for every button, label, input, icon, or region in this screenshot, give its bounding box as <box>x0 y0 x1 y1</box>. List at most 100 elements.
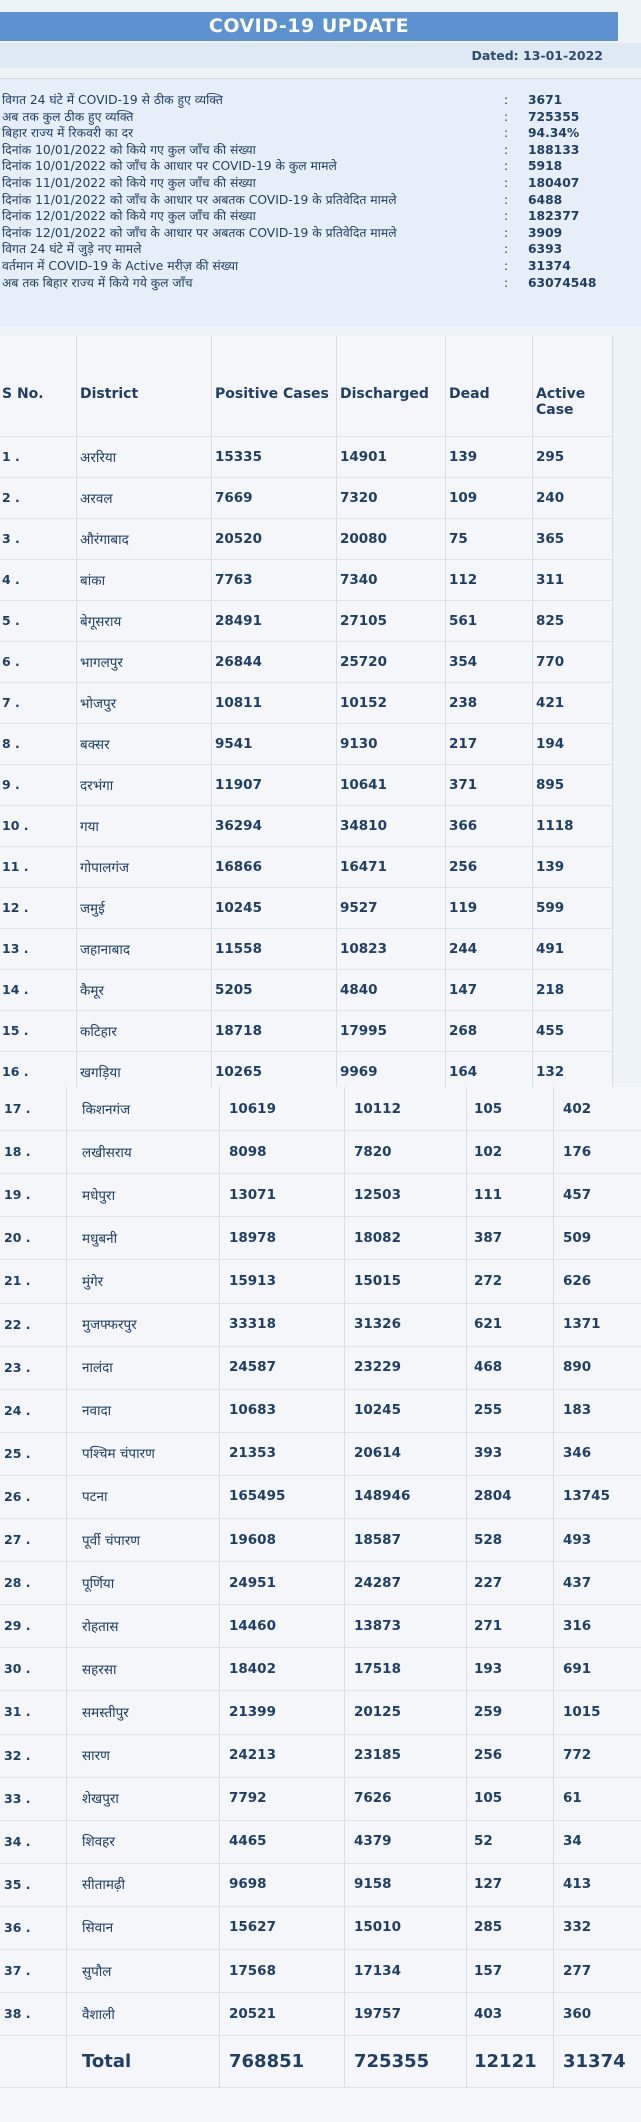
cell-sno: 26 . <box>4 1488 31 1504</box>
cell-district: बांका <box>80 572 106 589</box>
table-row: 13 . जहानाबाद 11558 10823 244 491 <box>0 928 612 969</box>
cell-discharged: 34810 <box>340 817 387 834</box>
cell-dead: 268 <box>449 1022 478 1039</box>
cell-district: सुपौल <box>82 1963 112 1980</box>
cell-active: 1015 <box>563 1703 601 1720</box>
summary-label: दिनांक 12/01/2022 को जाँच के आधार पर अबत… <box>2 225 397 240</box>
cell-discharged: 148946 <box>354 1488 411 1505</box>
cell-dead: 621 <box>474 1316 503 1333</box>
cell-district: नालंदा <box>82 1360 113 1377</box>
cell-discharged: 17995 <box>340 1022 387 1039</box>
cell-positive: 10265 <box>215 1063 262 1080</box>
summary-value: 725355 <box>528 109 580 124</box>
cell-sno: 34 . <box>4 1833 31 1849</box>
total-label: Total <box>82 2050 132 2072</box>
summary-row: दिनांक 11/01/2022 को किये गए कुल जाँच की… <box>2 175 622 191</box>
summary-colon: : <box>504 176 509 190</box>
cell-sno: 19 . <box>4 1187 31 1203</box>
cell-discharged: 10112 <box>354 1100 401 1117</box>
cell-district: मधुबनी <box>82 1230 118 1247</box>
cell-active: 421 <box>536 694 565 711</box>
cell-dead: 75 <box>449 530 468 547</box>
row-divider <box>0 1905 641 1907</box>
cell-dead: 244 <box>449 940 478 957</box>
table-row: 2 . अरवल 7669 7320 109 240 <box>0 477 612 518</box>
table-row: 1 . अररिया 15335 14901 139 295 <box>0 436 612 477</box>
cell-positive: 10811 <box>215 694 262 711</box>
cell-active: 890 <box>563 1359 592 1376</box>
row-divider <box>0 600 612 601</box>
cell-active: 825 <box>536 612 565 629</box>
cell-discharged: 25720 <box>340 653 387 670</box>
cell-sno: 12 . <box>2 900 29 915</box>
cell-active: 402 <box>563 1100 592 1117</box>
cell-active: 493 <box>563 1531 592 1548</box>
cell-district: बक्सर <box>80 736 110 753</box>
cell-active: 316 <box>563 1617 592 1634</box>
cell-discharged: 9158 <box>354 1876 392 1893</box>
cell-district: औरंगाबाद <box>80 531 129 548</box>
row-divider <box>0 436 612 437</box>
cell-active: 346 <box>563 1445 592 1462</box>
row-divider <box>0 1474 641 1476</box>
cell-district: गोपालगंज <box>80 859 130 876</box>
summary-label: अब तक कुल ठीक हुए व्यक्ति <box>2 109 134 124</box>
cell-dead: 238 <box>449 694 478 711</box>
cell-positive: 24213 <box>229 1747 276 1764</box>
cell-sno: 17 . <box>4 1101 31 1117</box>
cell-dead: 256 <box>449 858 478 875</box>
cell-active: 1118 <box>536 817 574 834</box>
cell-sno: 1 . <box>2 449 20 464</box>
section-divider <box>0 326 641 336</box>
cell-discharged: 20614 <box>354 1445 401 1462</box>
table-row: 28 . पूर्णिया 24951 24287 227 437 <box>0 1561 641 1604</box>
summary-label: दिनांक 12/01/2022 को किये गए कुल जाँच की… <box>2 209 256 224</box>
cell-discharged: 20080 <box>340 530 387 547</box>
cell-active: 413 <box>563 1876 592 1893</box>
table-row: 5 . बेगूसराय 28491 27105 561 825 <box>0 600 612 641</box>
cell-discharged: 10823 <box>340 940 387 957</box>
cell-district: सहरसा <box>82 1661 117 1678</box>
cell-positive: 36294 <box>215 817 262 834</box>
total-discharged: 725355 <box>354 2050 430 2072</box>
cell-discharged: 12503 <box>354 1186 401 1203</box>
row-divider <box>0 1819 641 1821</box>
table-row: 21 . मुंगेर 15913 15015 272 626 <box>0 1259 641 1302</box>
column-divider <box>466 1087 467 2088</box>
cell-discharged: 17518 <box>354 1660 401 1677</box>
cell-active: 626 <box>563 1272 592 1289</box>
cell-discharged: 9130 <box>340 735 378 752</box>
summary-colon: : <box>504 192 509 207</box>
cell-sno: 32 . <box>4 1747 31 1763</box>
cell-dead: 227 <box>474 1574 503 1591</box>
column-divider <box>76 336 77 1087</box>
cell-positive: 8098 <box>229 1143 267 1160</box>
cell-positive: 4465 <box>229 1833 267 1850</box>
cell-sno: 24 . <box>4 1402 31 1418</box>
cell-active: 772 <box>563 1747 592 1764</box>
table-row: 17 . किशनगंज 10619 10112 105 402 <box>0 1087 641 1130</box>
cell-active: 139 <box>536 858 565 875</box>
table-row: 8 . बक्सर 9541 9130 217 194 <box>0 723 612 764</box>
cell-sno: 11 . <box>2 859 29 874</box>
summary-row: विगत 24 घंटे में COVID-19 से ठीक हुए व्य… <box>2 92 622 108</box>
cell-discharged: 7340 <box>340 571 378 588</box>
cell-dead: 354 <box>449 653 478 670</box>
cell-sno: 36 . <box>4 1919 31 1935</box>
cell-sno: 16 . <box>2 1064 29 1079</box>
cell-sno: 30 . <box>4 1661 31 1677</box>
cell-dead: 147 <box>449 981 478 998</box>
cell-active: 311 <box>536 571 565 588</box>
cell-district: गया <box>80 818 99 835</box>
cell-dead: 256 <box>474 1747 503 1764</box>
header-district: District <box>80 386 139 402</box>
cell-active: 457 <box>563 1186 592 1203</box>
cell-positive: 21399 <box>229 1703 276 1720</box>
header-positive: Positive Cases <box>215 386 329 402</box>
column-divider <box>344 1087 345 2088</box>
summary-row: विगत 24 घंटे में जुड़े नए मामले: 6393 <box>2 241 622 257</box>
summary-value: 63074548 <box>528 275 597 290</box>
summary-value: 180407 <box>528 176 580 190</box>
row-divider <box>0 1051 612 1052</box>
row-divider <box>0 641 612 642</box>
